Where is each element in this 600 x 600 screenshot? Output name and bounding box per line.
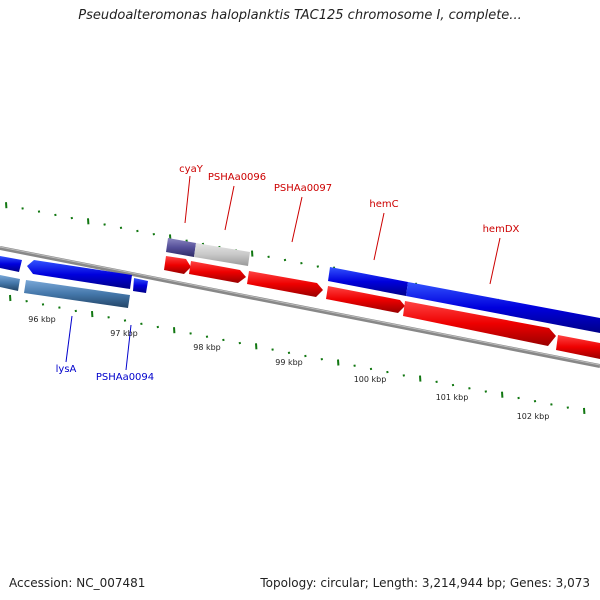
leader-hemDX	[489, 237, 501, 285]
inner-tick-row	[9, 294, 586, 414]
gene-arrow-red-hemC[interactable]	[326, 286, 405, 313]
topology-summary: Topology: circular; Length: 3,214,944 bp…	[260, 576, 590, 590]
accession-text: Accession: NC_007481	[9, 576, 146, 590]
leader-hemC	[373, 212, 385, 261]
gene-block-cyaY[interactable]	[166, 238, 196, 257]
gene-arrow-red-hemDX[interactable]	[403, 301, 556, 346]
gene-arrow-hemC[interactable]	[328, 267, 408, 296]
backbone-highlight	[0, 246, 600, 366]
gene-label-PSHAa0096[interactable]: PSHAa0096	[208, 172, 266, 183]
leader-PSHAa0096	[224, 185, 235, 231]
scale-label-99: 99 kbp	[275, 358, 303, 367]
scale-label-101: 101 kbp	[436, 393, 469, 402]
backbone-track	[0, 246, 600, 368]
map-title: Pseudoalteromonas haloplanktis TAC125 ch…	[78, 8, 522, 23]
gene-arrow-hemDX[interactable]	[406, 282, 600, 333]
gene-label-hemDX[interactable]: hemDX	[483, 224, 520, 235]
gene-arrow-steel-left[interactable]	[0, 275, 20, 291]
gene-label-lysA[interactable]: lysA	[56, 364, 77, 375]
gene-arrow-lysA-region[interactable]	[27, 260, 132, 289]
gene-arrow-red-1[interactable]	[164, 256, 191, 274]
scale-label-97: 97 kbp	[110, 329, 138, 338]
gene-label-PSHAa0094[interactable]: PSHAa0094	[96, 372, 154, 383]
gene-arrow-red-PSHAa0097[interactable]	[247, 271, 323, 297]
scale-label-98: 98 kbp	[193, 343, 221, 352]
gene-arrow-steel-lysA[interactable]	[24, 280, 130, 308]
gene-arrow-small-blue[interactable]	[133, 278, 148, 293]
gene-arrow-forward-left[interactable]	[0, 256, 22, 272]
gene-block-PSHAa0096[interactable]	[194, 243, 250, 266]
leader-cyaY	[184, 175, 191, 224]
leader-PSHAa0097	[291, 196, 303, 243]
gene-label-PSHAa0097[interactable]: PSHAa0097	[274, 183, 332, 194]
scale-label-96: 96 kbp	[28, 315, 56, 324]
scale-label-100: 100 kbp	[354, 375, 387, 384]
scale-label-102: 102 kbp	[517, 412, 550, 421]
gene-label-cyaY[interactable]: cyaY	[179, 164, 204, 175]
gene-arrow-red-2[interactable]	[189, 261, 246, 283]
gene-arrow-red-right[interactable]	[556, 335, 600, 359]
leader-PSHAa0094	[125, 324, 132, 371]
leader-lysA	[65, 315, 73, 363]
gene-label-hemC[interactable]: hemC	[369, 199, 398, 210]
